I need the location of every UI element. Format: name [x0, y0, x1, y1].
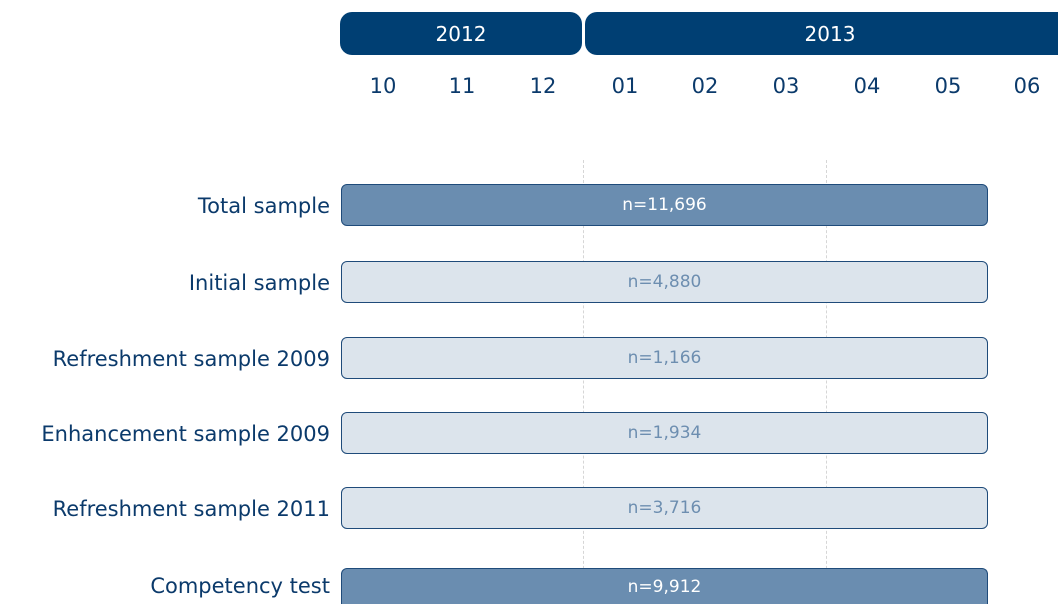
- sample-bar: n=1,934: [341, 412, 988, 454]
- row-label: Refreshment sample 2011: [52, 497, 330, 521]
- month-label: 02: [691, 74, 719, 98]
- divider: [583, 160, 584, 604]
- sample-bar: n=11,696: [341, 184, 988, 226]
- month-label: 12: [529, 74, 557, 98]
- month-label: 01: [611, 74, 639, 98]
- row-label: Competency test: [150, 574, 330, 598]
- month-label: 04: [853, 74, 881, 98]
- row-label: Refreshment sample 2009: [52, 347, 330, 371]
- row-label: Total sample: [197, 194, 330, 218]
- month-label: 06: [1013, 74, 1041, 98]
- month-label: 11: [448, 74, 476, 98]
- year-header: 2012: [340, 12, 582, 55]
- sample-bar: n=9,912: [341, 568, 988, 604]
- month-label: 03: [772, 74, 800, 98]
- row-label: Enhancement sample 2009: [41, 422, 330, 446]
- month-label: 10: [369, 74, 397, 98]
- year-header: 2013: [585, 12, 1058, 55]
- month-label: 05: [934, 74, 962, 98]
- divider: [826, 160, 827, 604]
- sample-bar: n=4,880: [341, 261, 988, 303]
- sample-bar: n=3,716: [341, 487, 988, 529]
- sample-bar: n=1,166: [341, 337, 988, 379]
- row-label: Initial sample: [188, 271, 330, 295]
